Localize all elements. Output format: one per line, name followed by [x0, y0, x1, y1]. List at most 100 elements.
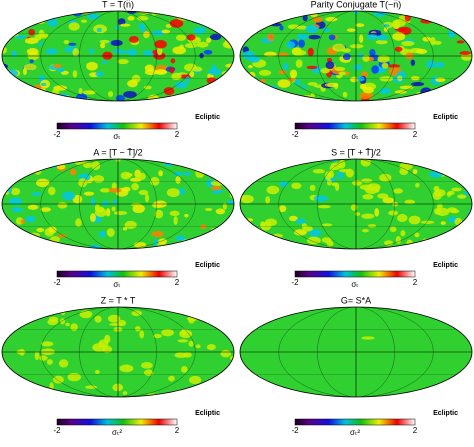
colorbar-unit: σₜ² [350, 428, 360, 437]
map-blob [408, 215, 421, 225]
map-blob [374, 208, 380, 217]
map-blob [173, 171, 184, 176]
map-blob [169, 66, 175, 74]
map-blob [278, 205, 287, 213]
map-blob [161, 329, 174, 337]
frame-label: Ecliptic [195, 114, 220, 121]
map-blob [49, 228, 54, 233]
map-blob [349, 44, 364, 49]
map-blob [274, 14, 283, 21]
map-blob [174, 81, 188, 89]
map-blob [414, 232, 420, 238]
map-blob [293, 229, 307, 236]
map-blob [213, 189, 224, 193]
map-blob [338, 159, 346, 169]
map-blob [364, 186, 379, 195]
map-blob [219, 79, 233, 86]
map-blob [99, 39, 110, 44]
colorbar [294, 418, 416, 426]
map-blob [295, 218, 307, 224]
map-blob [144, 369, 154, 376]
map-blob [302, 225, 313, 232]
map-blob [170, 58, 176, 64]
map-blob [223, 22, 233, 27]
map-blob [240, 194, 254, 204]
map-blob [298, 39, 306, 48]
map-blob [463, 231, 472, 236]
map-blob [2, 75, 14, 84]
map-blob [175, 235, 186, 241]
map-blob [435, 77, 446, 82]
map-blob [399, 168, 409, 176]
sky-map [2, 11, 234, 101]
map-blob [9, 239, 18, 245]
map-blob [209, 33, 222, 41]
map-blob [105, 208, 111, 217]
map-blob [436, 203, 443, 210]
map-blob [127, 16, 135, 21]
map-blob [129, 177, 142, 183]
map-blob [327, 57, 333, 63]
map-blob [394, 46, 403, 52]
map-blob [177, 339, 188, 343]
map-blob [20, 89, 32, 98]
map-blob [392, 32, 406, 41]
map-blob [334, 182, 340, 191]
map-blob [23, 12, 34, 17]
map-blob [52, 375, 64, 384]
map-blob [288, 215, 298, 222]
map-blob [353, 64, 363, 71]
colorbar [56, 122, 178, 130]
map-blob [136, 16, 149, 21]
map-blob [215, 308, 230, 314]
map-blob [111, 206, 116, 212]
map-blob [154, 40, 167, 49]
map-blob [178, 187, 186, 196]
colorbar-min: -2 [291, 130, 299, 139]
map-blob [142, 50, 154, 57]
map-blob [312, 168, 325, 174]
map-blob [342, 53, 351, 61]
map-blob [305, 25, 319, 34]
map-blob [177, 307, 189, 313]
map-blob [379, 88, 392, 95]
map-blob [382, 24, 390, 28]
map-blob [261, 162, 270, 167]
map-blob [289, 69, 298, 79]
map-blob [361, 228, 370, 233]
map-blob [161, 29, 171, 34]
map-blob [227, 199, 234, 205]
map-blob [265, 196, 271, 204]
map-blob [294, 78, 301, 86]
map-blob [128, 36, 139, 43]
panel-title: S = [T + T̄]/2 [331, 147, 381, 157]
map-blob [175, 34, 187, 41]
map-blob [189, 16, 195, 20]
map-blob [163, 87, 175, 96]
map-blob [366, 34, 378, 40]
map-blob [62, 191, 76, 201]
map-blob [204, 207, 213, 212]
map-blob [2, 174, 14, 183]
map-blob [295, 59, 303, 68]
map-blob [127, 79, 138, 88]
map-blob [445, 11, 458, 16]
map-blob [228, 83, 234, 88]
map-blob [460, 178, 466, 184]
sky-map [2, 159, 234, 249]
map-blob [192, 66, 203, 72]
map-blob [186, 247, 201, 249]
map-blob [47, 318, 59, 326]
map-blob [17, 87, 30, 96]
map-blob [400, 230, 406, 237]
map-blob [247, 21, 252, 25]
map-blob [279, 181, 288, 188]
map-blob [143, 85, 152, 90]
map-blob [191, 13, 198, 17]
colorbar-unit: σₜ [351, 280, 358, 289]
map-blob [263, 246, 276, 249]
map-blob [109, 322, 123, 326]
map-blob [334, 66, 346, 72]
map-blob [124, 220, 137, 229]
map-blob [78, 178, 88, 188]
